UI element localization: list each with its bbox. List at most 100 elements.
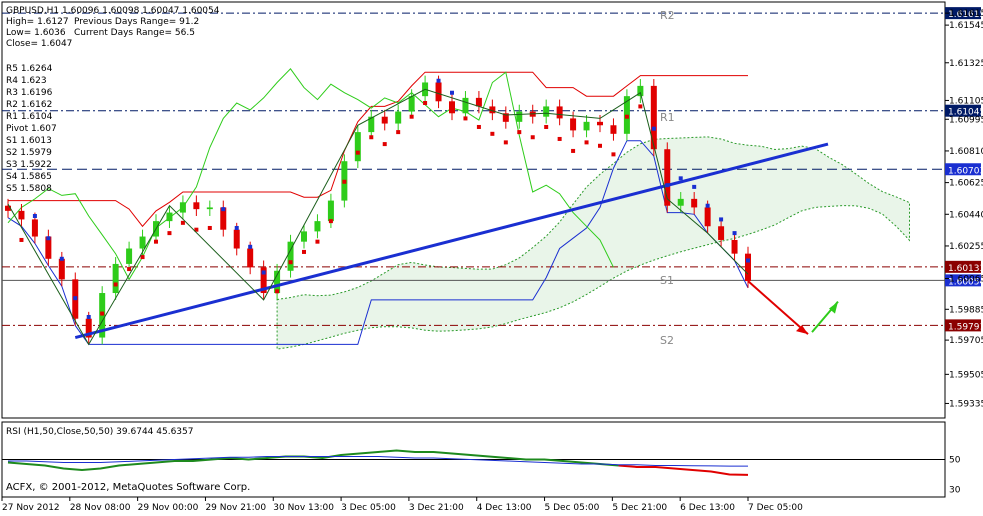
candle-body (516, 111, 523, 122)
x-axis-tick-label: 3 Dec 21:00 (409, 503, 464, 512)
parabolic-sar-dot (32, 213, 37, 218)
pivot-s3: S3 1.5922 (6, 160, 52, 170)
y-axis-tick-label: 1.59885 (949, 305, 983, 315)
pivot-r5: R5 1.6264 (6, 64, 53, 74)
parabolic-sar-dot (46, 236, 51, 241)
parabolic-sar-dot (396, 130, 401, 135)
candle-body (368, 116, 375, 133)
candle-body (650, 85, 657, 150)
parabolic-sar-dot (59, 256, 64, 261)
parabolic-sar-dot (180, 220, 185, 225)
lagging-span-line (7, 68, 614, 281)
pivot-s5: S5 1.5808 (6, 184, 52, 194)
y-axis-tick-label: 1.61615 (949, 9, 983, 19)
parabolic-sar-dot (342, 179, 347, 184)
candle-body (637, 85, 644, 97)
candle-body (381, 116, 388, 124)
price-level-value: 1.61045 (948, 108, 983, 118)
candle-body (718, 226, 725, 240)
price-level-tag (945, 163, 981, 176)
parabolic-sar-dot (86, 314, 91, 319)
parabolic-sar-dot (315, 239, 320, 244)
parabolic-sar-dot (221, 207, 226, 212)
candle-body (610, 125, 617, 134)
candle-body (435, 82, 442, 102)
pivot-r1: R1 1.6104 (6, 112, 53, 122)
candle-body (31, 219, 38, 237)
price-level-value: 1.60133 (948, 264, 983, 274)
header-close: Close= 1.6047 (6, 39, 72, 49)
y-axis-tick-label: 1.60995 (949, 115, 983, 125)
parabolic-sar-dot (436, 78, 441, 83)
candle-body (179, 202, 186, 213)
candle-body (502, 113, 509, 122)
parabolic-sar-dot (302, 249, 306, 254)
parabolic-sar-dot (463, 116, 468, 121)
x-axis-tick-label: 3 Dec 05:00 (341, 503, 396, 512)
parabolic-sar-dot (450, 90, 454, 95)
parabolic-sar-dot (719, 217, 724, 222)
zigzag-line (7, 88, 749, 346)
parabolic-sar-dot (503, 140, 508, 145)
x-axis-tick-label: 6 Dec 13:00 (680, 503, 735, 512)
pivot-r2: R2 1.6162 (6, 100, 52, 110)
parabolic-sar-dot (194, 227, 199, 232)
forecast-down-arrowhead (796, 325, 808, 335)
support-envelope-line (7, 140, 749, 345)
pivot-r3: R3 1.6196 (6, 88, 53, 98)
parabolic-sar-dot (651, 126, 656, 131)
header-low: Low= 1.6036 (6, 28, 66, 38)
parabolic-sar-dot (100, 311, 105, 316)
pivot-r4: R4 1.623 (6, 76, 47, 86)
parabolic-sar-dot (638, 104, 643, 109)
candle-body (731, 239, 738, 254)
main-plot-frame (1, 1, 946, 419)
parabolic-sar-dot (530, 135, 535, 140)
candle-body (220, 207, 227, 230)
ichimoku-cloud (276, 136, 910, 350)
y-axis-tick-label: 1.59705 (949, 336, 983, 346)
pivot-s2: S2 1.5979 (6, 148, 52, 158)
candle-body (5, 205, 11, 211)
level-label-s1: S1 (660, 274, 674, 287)
candle-body (475, 97, 482, 107)
x-axis-tick-label: 30 Nov 13:00 (273, 503, 334, 512)
parabolic-sar-dot (127, 267, 132, 272)
rsi-line-lower (618, 464, 749, 476)
candle-body (166, 212, 173, 222)
candle-body (112, 263, 119, 294)
candle-body (314, 221, 321, 232)
parabolic-sar-dot (369, 135, 374, 140)
price-level-tag (945, 274, 981, 287)
rsi-line-upper (7, 449, 619, 472)
x-axis-tick-label: 29 Nov 21:00 (205, 503, 266, 512)
y-axis-tick-label: 1.60440 (949, 210, 983, 220)
rsi-label: RSI (H1,50,Close,50,50) 39.6744 45.6357 (6, 427, 193, 437)
header-curr-range: Current Days Range= 56.5 (74, 28, 195, 38)
candle-body (233, 229, 240, 249)
parabolic-sar-dot (611, 152, 616, 157)
price-level-tag (945, 7, 981, 20)
price-level-value: 1.60054 (948, 277, 983, 287)
x-axis-tick-label: 29 Nov 00:00 (138, 503, 199, 512)
candle-body (301, 231, 307, 242)
forecast-down-arrow (747, 280, 809, 335)
parabolic-sar-dot (275, 289, 280, 294)
candle-body (287, 241, 294, 271)
candle-body (193, 202, 200, 210)
parabolic-sar-dot (167, 231, 172, 236)
y-axis-tick-label: 1.60255 (949, 242, 983, 252)
symbol-header: GBPUSD,H1 1.60096 1.60098 1.60047 1.6005… (6, 6, 220, 16)
parabolic-sar-dot (544, 124, 549, 129)
candle-body (274, 270, 281, 294)
x-axis-tick-label: 5 Dec 05:00 (545, 503, 600, 512)
forecast-up-arrowhead (829, 301, 838, 314)
pivot-p: Pivot 1.607 (6, 124, 57, 134)
candle-body (664, 149, 671, 206)
parabolic-sar-dot (288, 260, 293, 265)
parabolic-sar-dot (598, 143, 602, 148)
level-label-r1: R1 (660, 111, 675, 124)
candle-body (597, 121, 603, 126)
